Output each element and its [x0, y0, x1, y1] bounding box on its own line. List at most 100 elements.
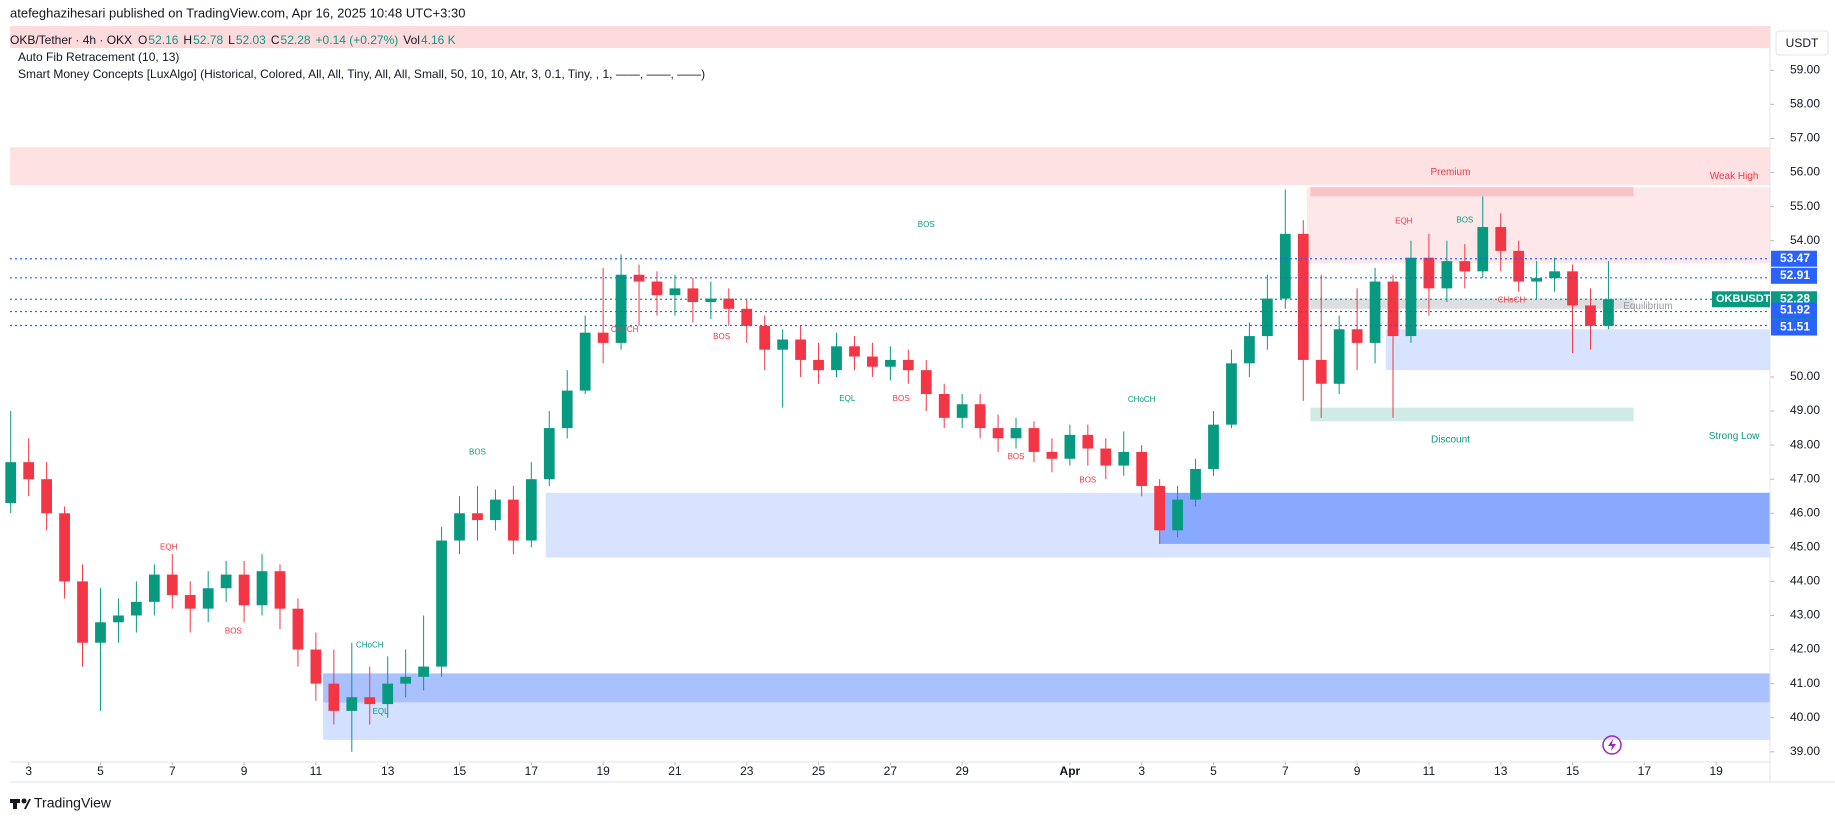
x-tick-label: 21 — [668, 764, 682, 778]
x-tick-label: 17 — [525, 764, 539, 778]
candle-body — [813, 359, 824, 371]
y-tick-label: 57.00 — [1790, 131, 1820, 145]
zone — [1159, 492, 1770, 544]
candle-body — [130, 601, 142, 616]
x-tick-label: 29 — [955, 764, 969, 778]
legend-value: 52.16 — [148, 33, 178, 47]
candle-body — [1261, 298, 1273, 337]
candle-body — [543, 428, 555, 480]
candle-body — [1531, 278, 1543, 282]
candle-body — [1190, 468, 1201, 500]
candle-body — [77, 581, 88, 643]
candle-body — [148, 574, 160, 602]
candle-body — [597, 332, 609, 343]
candle-body — [867, 356, 878, 367]
unit[interactable]: USDT — [1786, 36, 1819, 50]
candle-body — [1136, 451, 1148, 486]
x-tick-label: 11 — [310, 764, 323, 778]
brand-logo — [10, 798, 31, 809]
candle-body — [292, 608, 304, 650]
legend-value: 52.78 — [193, 33, 223, 47]
candle-body — [1297, 233, 1309, 360]
legend-label: H — [183, 33, 192, 47]
candle-body — [561, 390, 573, 429]
indicator: Auto Fib Retracement (10, 13) — [18, 50, 179, 64]
candle-body — [1459, 261, 1471, 272]
zone — [323, 673, 1771, 703]
legend-value: 52.28 — [281, 33, 311, 47]
candle-body — [1028, 428, 1040, 452]
legend-change: +0.14 (+0.27%) — [316, 33, 399, 47]
legend-label: C — [271, 33, 280, 47]
candle-body — [777, 339, 789, 350]
y-tick-label: 55.00 — [1790, 199, 1820, 213]
y-tick-label: 43.00 — [1790, 608, 1820, 622]
x-tick-label: 7 — [169, 764, 176, 778]
candle-body — [436, 540, 447, 667]
y-tick-label: 42.00 — [1790, 642, 1820, 656]
candle-body — [113, 615, 124, 623]
candle-body — [454, 513, 465, 541]
candle-body — [705, 298, 717, 302]
candle-body — [920, 370, 932, 394]
indicator: Smart Money Concepts [LuxAlgo] (Historic… — [18, 67, 705, 81]
candle-body — [669, 288, 681, 296]
candle-body — [1477, 227, 1489, 272]
x-tick-label: 25 — [812, 764, 826, 778]
price-badge — [1771, 319, 1817, 336]
y-tick-label: 50.00 — [1790, 369, 1820, 383]
candle-body — [1423, 257, 1435, 289]
candle-body — [1082, 434, 1094, 449]
candle-body — [400, 676, 412, 684]
candle-body — [902, 359, 914, 371]
candle-body — [1333, 329, 1345, 384]
annotation: BOS — [1079, 476, 1096, 485]
annotation: Equilibrium — [1623, 301, 1672, 312]
candle-body — [490, 499, 501, 521]
candle-body — [651, 281, 663, 296]
annotation: EQH — [160, 542, 178, 551]
x-tick-label: 15 — [453, 764, 467, 778]
candle-body — [1118, 451, 1130, 466]
unit-box[interactable] — [1775, 30, 1829, 56]
candle-body — [1315, 359, 1327, 384]
legend-label: O — [138, 33, 147, 47]
candle-body — [507, 499, 519, 541]
x-tick-label: 7 — [1282, 764, 1289, 778]
price-badge — [1771, 250, 1817, 267]
candle-body — [525, 479, 537, 541]
candle-body — [95, 622, 106, 643]
candle-body — [1441, 261, 1453, 289]
price-badge-label: 51.51 — [1780, 320, 1810, 334]
annotation: BOS — [893, 394, 910, 403]
annotation: Strong Low — [1709, 431, 1760, 442]
candle-body — [256, 571, 268, 606]
x-tick-label: 27 — [884, 764, 898, 778]
annotation: CHoCH — [1498, 296, 1526, 305]
symbol-badge — [1712, 291, 1770, 308]
x-tick-label: 13 — [381, 764, 395, 778]
alert-bolt — [1608, 739, 1616, 751]
annotation: BOS — [469, 448, 486, 457]
annotation: EQH — [1395, 216, 1413, 225]
zone — [1310, 407, 1634, 422]
y-tick-label: 58.00 — [1790, 97, 1820, 111]
candle-body — [220, 574, 232, 589]
symbol-badge-label: OKBUSDT — [1716, 293, 1771, 305]
zone — [1385, 329, 1770, 371]
zone — [1306, 187, 1770, 264]
annotation: BOS — [1456, 215, 1473, 224]
annotation: EQL — [373, 707, 390, 716]
legend-value: 4.16 K — [421, 33, 456, 47]
y-tick-label: 46.00 — [1790, 505, 1820, 519]
x-tick-label: 13 — [1494, 764, 1508, 778]
candle-body — [831, 346, 842, 371]
candle-body — [795, 339, 806, 360]
publisher: atefeghazihesari published on TradingVie… — [10, 5, 465, 20]
alert-icon[interactable] — [1602, 735, 1622, 755]
y-tick-label: 45.00 — [1790, 540, 1820, 554]
candle-body — [615, 274, 627, 343]
candle-body — [364, 697, 376, 705]
